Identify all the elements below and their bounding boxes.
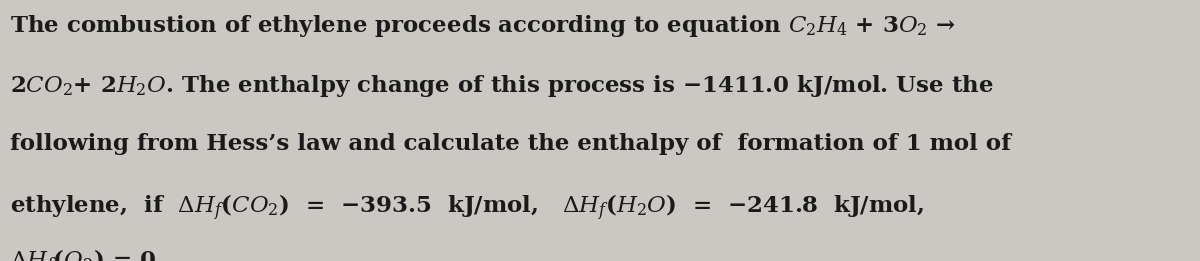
- Text: $\Delta H_f$($O_2$) = 0.: $\Delta H_f$($O_2$) = 0.: [10, 248, 163, 261]
- Text: following from Hess’s law and calculate the enthalpy of  formation of 1 mol of: following from Hess’s law and calculate …: [10, 133, 1010, 155]
- Text: ethylene,  if  $\Delta H_f$($CO_2$)  =  −393.5  kJ/mol,   $\Delta H_f$($H_2O$)  : ethylene, if $\Delta H_f$($CO_2$) = −393…: [10, 193, 924, 223]
- Text: 2$CO_2$+ 2$H_2O$. The enthalpy change of this process is −1411.0 kJ/mol. Use the: 2$CO_2$+ 2$H_2O$. The enthalpy change of…: [10, 73, 994, 99]
- Text: The combustion of ethylene proceeds according to equation $C_2H_4$ + 3$O_2$ →: The combustion of ethylene proceeds acco…: [10, 13, 955, 39]
